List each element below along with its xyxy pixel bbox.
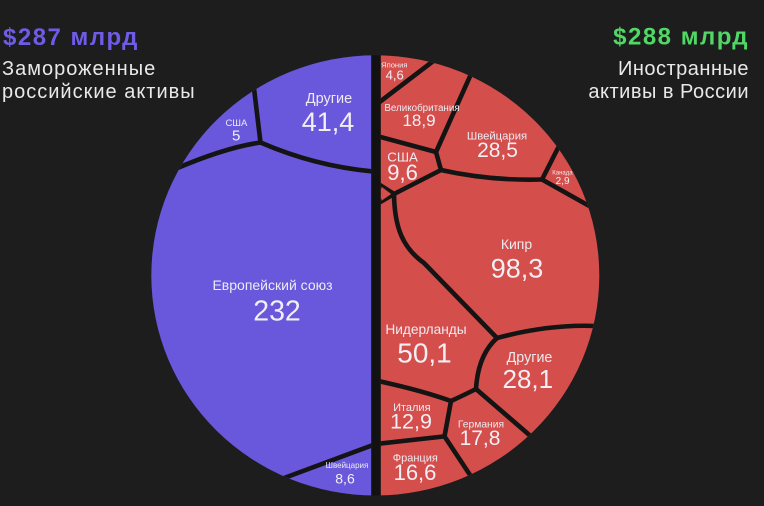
svg-text:$288 млрд: $288 млрд (613, 23, 749, 50)
svg-text:28,5: 28,5 (477, 139, 518, 162)
svg-text:Другие: Другие (507, 350, 553, 366)
svg-text:9,6: 9,6 (387, 160, 418, 185)
svg-text:16,6: 16,6 (394, 460, 437, 485)
svg-text:4,6: 4,6 (386, 68, 404, 83)
svg-text:8,6: 8,6 (335, 471, 355, 487)
svg-text:Швейцария: Швейцария (326, 461, 369, 470)
svg-text:Канада: Канада (552, 170, 573, 176)
svg-text:Япония: Япония (381, 60, 407, 69)
svg-text:41,4: 41,4 (302, 107, 355, 137)
svg-text:Иностранные: Иностранные (618, 58, 749, 80)
svg-text:Швейцария: Швейцария (467, 131, 527, 143)
svg-text:12,9: 12,9 (390, 410, 432, 434)
svg-text:Великобритания: Великобритания (384, 103, 459, 114)
svg-text:активы в России: активы в России (588, 81, 749, 103)
svg-text:98,3: 98,3 (491, 254, 544, 284)
svg-text:Кипр: Кипр (501, 236, 533, 252)
svg-text:Нидерланды: Нидерланды (385, 322, 466, 337)
svg-text:Другие: Другие (306, 91, 352, 107)
svg-text:232: 232 (253, 295, 301, 327)
svg-text:18,9: 18,9 (402, 111, 435, 130)
svg-text:Европейский союз: Европейский союз (212, 277, 332, 293)
svg-text:5: 5 (232, 128, 240, 145)
svg-text:российские активы: российские активы (2, 81, 196, 103)
svg-text:Италия: Италия (393, 402, 431, 414)
svg-text:Франция: Франция (393, 453, 438, 465)
svg-text:2,9: 2,9 (556, 176, 570, 187)
svg-text:50,1: 50,1 (397, 338, 452, 369)
svg-text:США: США (225, 118, 248, 129)
svg-text:17,8: 17,8 (460, 427, 501, 450)
svg-text:США: США (387, 150, 418, 165)
svg-text:Замороженные: Замороженные (2, 58, 156, 80)
svg-text:$287 млрд: $287 млрд (3, 24, 139, 51)
svg-text:28,1: 28,1 (502, 364, 553, 394)
svg-text:Германия: Германия (458, 420, 504, 431)
